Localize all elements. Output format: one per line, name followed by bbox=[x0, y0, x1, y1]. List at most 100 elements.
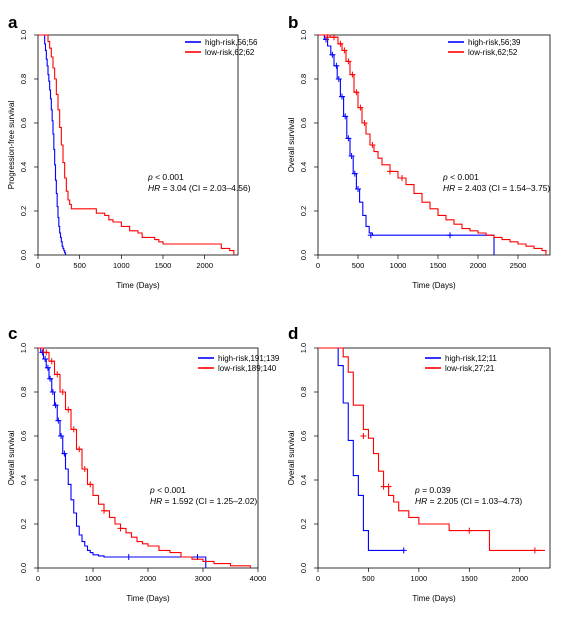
hazard-ratio-annotation: HR = 2.403 (CI = 1.54–3.75) bbox=[443, 183, 550, 193]
censor-mark bbox=[81, 466, 88, 472]
panel-letter: d bbox=[288, 324, 298, 343]
censor-mark bbox=[337, 40, 344, 47]
censor-mark bbox=[55, 417, 62, 424]
y-tick-label: 0.4 bbox=[19, 162, 28, 172]
censor-mark bbox=[345, 135, 352, 142]
y-tick-label: 0.8 bbox=[19, 387, 28, 397]
censor-mark bbox=[348, 153, 355, 159]
y-axis-label: Overall survival bbox=[7, 430, 16, 485]
censor-mark bbox=[361, 120, 368, 126]
series-line-high-risk bbox=[38, 347, 207, 568]
legend-label: high-risk,12;11 bbox=[445, 354, 497, 363]
x-tick-label: 2000 bbox=[140, 574, 157, 583]
p-value: < 0.001 bbox=[448, 172, 479, 182]
y-tick-label: 0.4 bbox=[299, 162, 308, 172]
censor-mark bbox=[447, 232, 453, 239]
y-tick-label: 0.0 bbox=[299, 563, 308, 573]
x-tick-label: 0 bbox=[36, 574, 40, 583]
plot-frame bbox=[37, 34, 239, 256]
x-axis-label: Time (Days) bbox=[116, 281, 160, 290]
x-tick-label: 500 bbox=[362, 574, 375, 583]
plot-frame bbox=[317, 347, 551, 569]
panel-letter: c bbox=[8, 324, 17, 343]
censor-mark bbox=[65, 406, 72, 413]
x-tick-label: 0 bbox=[316, 574, 320, 583]
plot-frame bbox=[37, 347, 259, 569]
censor-mark bbox=[369, 142, 376, 148]
series-line-low-risk bbox=[318, 34, 547, 255]
p-value-annotation: p < 0.001 bbox=[442, 172, 479, 182]
censor-mark bbox=[531, 547, 538, 554]
censor-mark bbox=[353, 89, 360, 96]
y-tick-label: 0.2 bbox=[19, 519, 28, 529]
x-axis-label: Time (Days) bbox=[412, 594, 456, 603]
x-tick-label: 1500 bbox=[461, 574, 478, 583]
p-value: < 0.001 bbox=[153, 172, 184, 182]
y-tick-label: 0.8 bbox=[299, 74, 308, 84]
censor-mark bbox=[380, 483, 387, 490]
legend-label: low-risk,27;21 bbox=[445, 364, 495, 373]
censor-mark bbox=[54, 371, 61, 378]
y-tick-label: 0.8 bbox=[19, 74, 28, 84]
x-tick-label: 500 bbox=[73, 261, 86, 270]
x-tick-label: 1000 bbox=[411, 574, 428, 583]
x-tick-label: 2000 bbox=[470, 261, 487, 270]
chart-panel-a: a 0 500 1000 1500 2000 0.0 0.2 0.4 0.6 0.8 1.0 Time … bbox=[7, 13, 258, 290]
hazard-ratio-annotation: HR = 3.04 (CI = 2.03–4.56) bbox=[148, 183, 251, 193]
series-line-low-risk bbox=[38, 347, 251, 568]
x-tick-label: 1500 bbox=[155, 261, 172, 270]
y-tick-label: 1.0 bbox=[299, 30, 308, 40]
y-tick-label: 1.0 bbox=[299, 343, 308, 353]
censor-mark bbox=[117, 525, 124, 532]
hr-value: = 3.04 (CI = 2.03–4.56) bbox=[160, 183, 250, 193]
x-tick-label: 2500 bbox=[510, 261, 527, 270]
censor-mark bbox=[335, 76, 342, 82]
censor-mark bbox=[339, 93, 345, 100]
y-tick-label: 0.6 bbox=[19, 118, 28, 128]
censor-mark bbox=[48, 358, 55, 365]
y-axis-label: Overall survival bbox=[287, 430, 296, 485]
y-axis-label: Progression-free survival bbox=[7, 101, 16, 190]
y-axis-label: Overall survival bbox=[287, 117, 296, 172]
x-tick-label: 1000 bbox=[113, 261, 130, 270]
hazard-ratio-annotation: HR = 2.205 (CI = 1.03–4.73) bbox=[415, 496, 522, 506]
y-tick-label: 0.2 bbox=[19, 206, 28, 216]
x-tick-label: 1000 bbox=[390, 261, 407, 270]
censor-mark bbox=[87, 481, 94, 488]
chart-panel-d: d 0 500 1000 1500 2000 0.0 0.2 0.4 0.6 0.8 1.0 Time … bbox=[287, 324, 551, 603]
y-tick-label: 0.4 bbox=[19, 475, 28, 485]
x-axis-label: Time (Days) bbox=[126, 594, 170, 603]
censor-mark bbox=[333, 62, 340, 69]
censor-mark bbox=[47, 375, 54, 382]
legend-label: low-risk,189;140 bbox=[218, 364, 277, 373]
p-value: < 0.001 bbox=[155, 485, 186, 495]
legend-label: high-risk,56;56 bbox=[205, 38, 258, 47]
y-tick-label: 0.8 bbox=[299, 387, 308, 397]
series-line-low-risk bbox=[38, 34, 235, 255]
hr-symbol: HR bbox=[415, 496, 427, 506]
legend-label: high-risk,191;139 bbox=[218, 354, 280, 363]
censor-mark bbox=[42, 356, 49, 362]
censor-mark bbox=[387, 168, 393, 175]
x-tick-label: 500 bbox=[352, 261, 365, 270]
y-tick-label: 1.0 bbox=[19, 30, 28, 40]
censor-mark bbox=[400, 547, 407, 554]
hr-symbol: HR bbox=[150, 496, 162, 506]
censor-mark bbox=[324, 34, 331, 41]
y-tick-label: 0.6 bbox=[299, 431, 308, 441]
y-tick-label: 1.0 bbox=[19, 343, 28, 353]
y-tick-label: 0.4 bbox=[299, 475, 308, 485]
censor-mark bbox=[341, 47, 348, 54]
p-symbol: p bbox=[147, 172, 153, 182]
panel-letter: b bbox=[288, 13, 298, 32]
x-tick-label: 3000 bbox=[195, 574, 212, 583]
censor-mark bbox=[52, 402, 59, 409]
censor-mark bbox=[329, 51, 336, 58]
hr-value: = 2.403 (CI = 1.54–3.75) bbox=[455, 183, 550, 193]
x-tick-label: 0 bbox=[316, 261, 320, 270]
censor-mark bbox=[43, 349, 50, 356]
censor-mark bbox=[367, 232, 374, 239]
legend-label: low-risk,62;52 bbox=[468, 48, 518, 57]
censor-mark bbox=[70, 426, 77, 433]
hr-symbol: HR bbox=[148, 183, 160, 193]
